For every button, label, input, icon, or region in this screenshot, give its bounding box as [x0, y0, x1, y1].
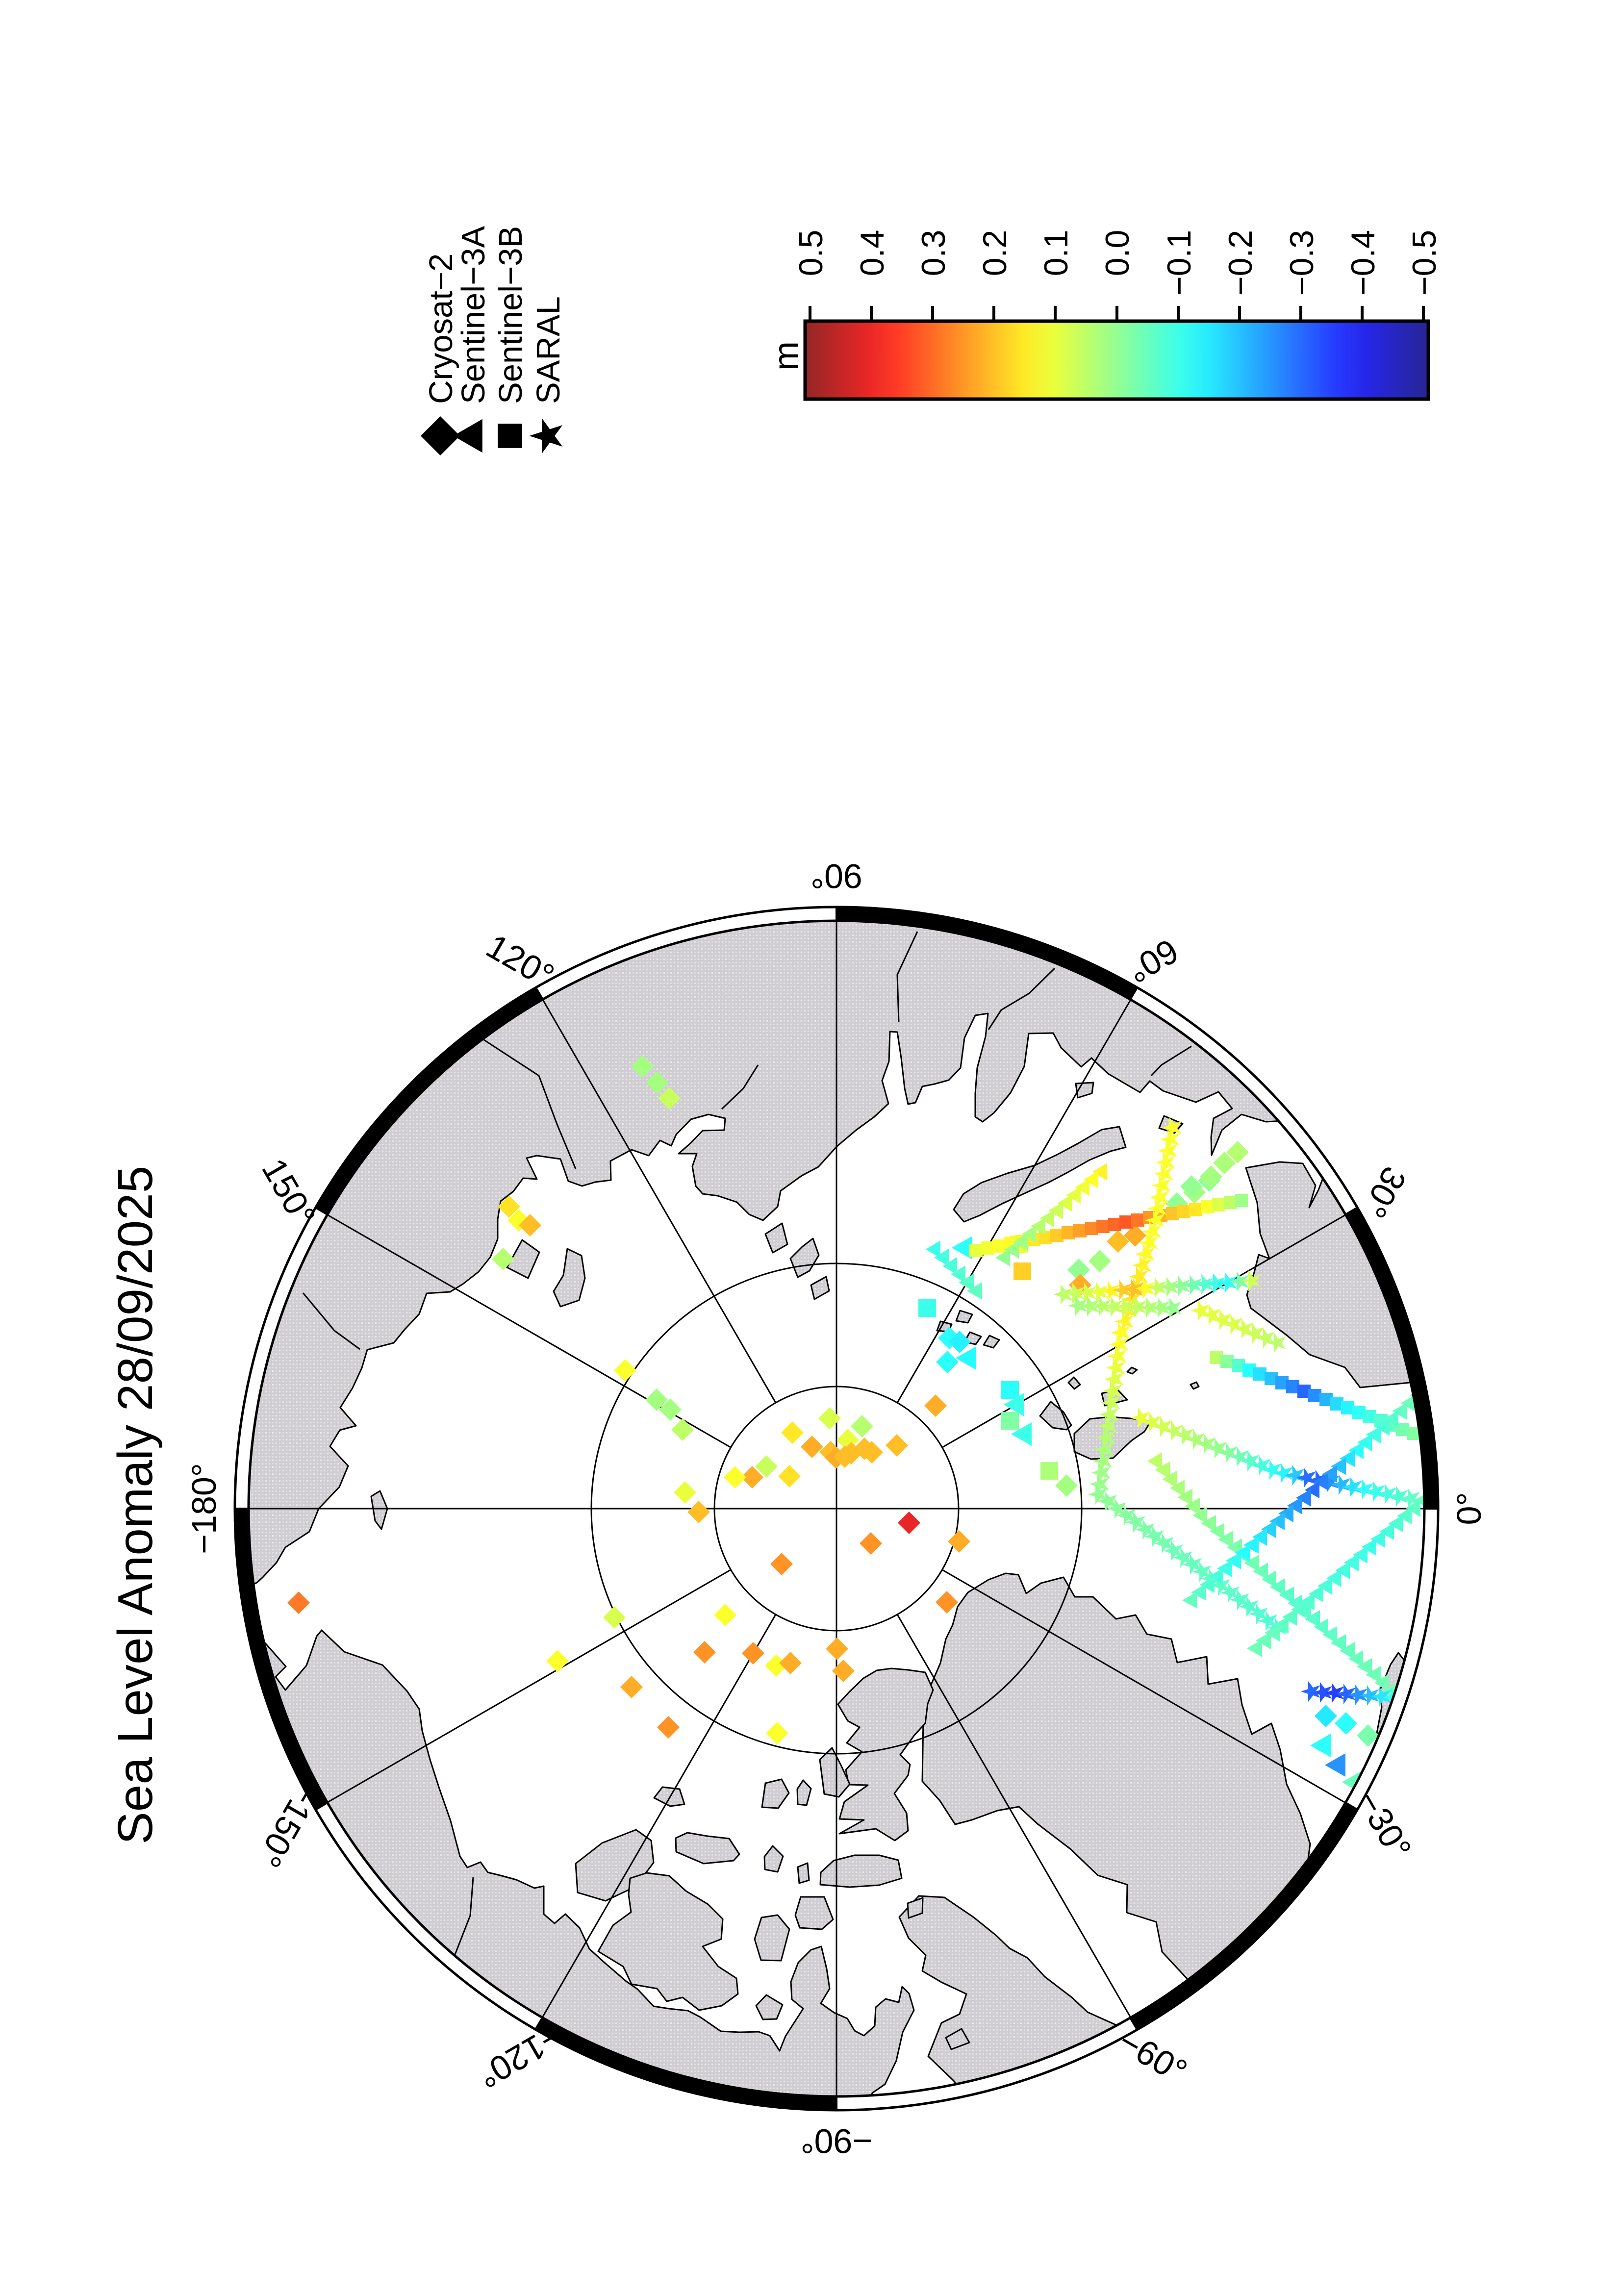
- svg-text:Sentinel−3B: Sentinel−3B: [492, 226, 529, 404]
- svg-text:Sea Level Anomaly 28/09/2025: Sea Level Anomaly 28/09/2025: [108, 1166, 163, 1844]
- svg-text:0°: 0°: [1450, 1492, 1488, 1525]
- svg-text:−0.5: −0.5: [1406, 230, 1443, 296]
- svg-text:m: m: [767, 341, 806, 371]
- svg-text:0.4: 0.4: [854, 230, 891, 277]
- svg-text:SARAL: SARAL: [530, 296, 567, 404]
- svg-text:0.3: 0.3: [915, 230, 952, 277]
- svg-text:Cryosat−2: Cryosat−2: [423, 253, 459, 404]
- svg-text:0.1: 0.1: [1038, 230, 1075, 277]
- svg-text:−0.1: −0.1: [1161, 230, 1198, 296]
- svg-text:0.0: 0.0: [1099, 230, 1136, 277]
- svg-text:−0.4: −0.4: [1344, 230, 1382, 296]
- svg-text:−0.3: −0.3: [1283, 230, 1320, 296]
- svg-text:0.2: 0.2: [976, 230, 1013, 277]
- svg-text:0.5: 0.5: [792, 230, 830, 277]
- svg-text:−180°: −180°: [185, 1463, 223, 1554]
- svg-text:Sentinel−3A: Sentinel−3A: [455, 226, 492, 404]
- svg-text:−0.2: −0.2: [1222, 230, 1259, 296]
- svg-text:−90°: −90°: [801, 2122, 873, 2160]
- svg-text:90°: 90°: [810, 857, 862, 895]
